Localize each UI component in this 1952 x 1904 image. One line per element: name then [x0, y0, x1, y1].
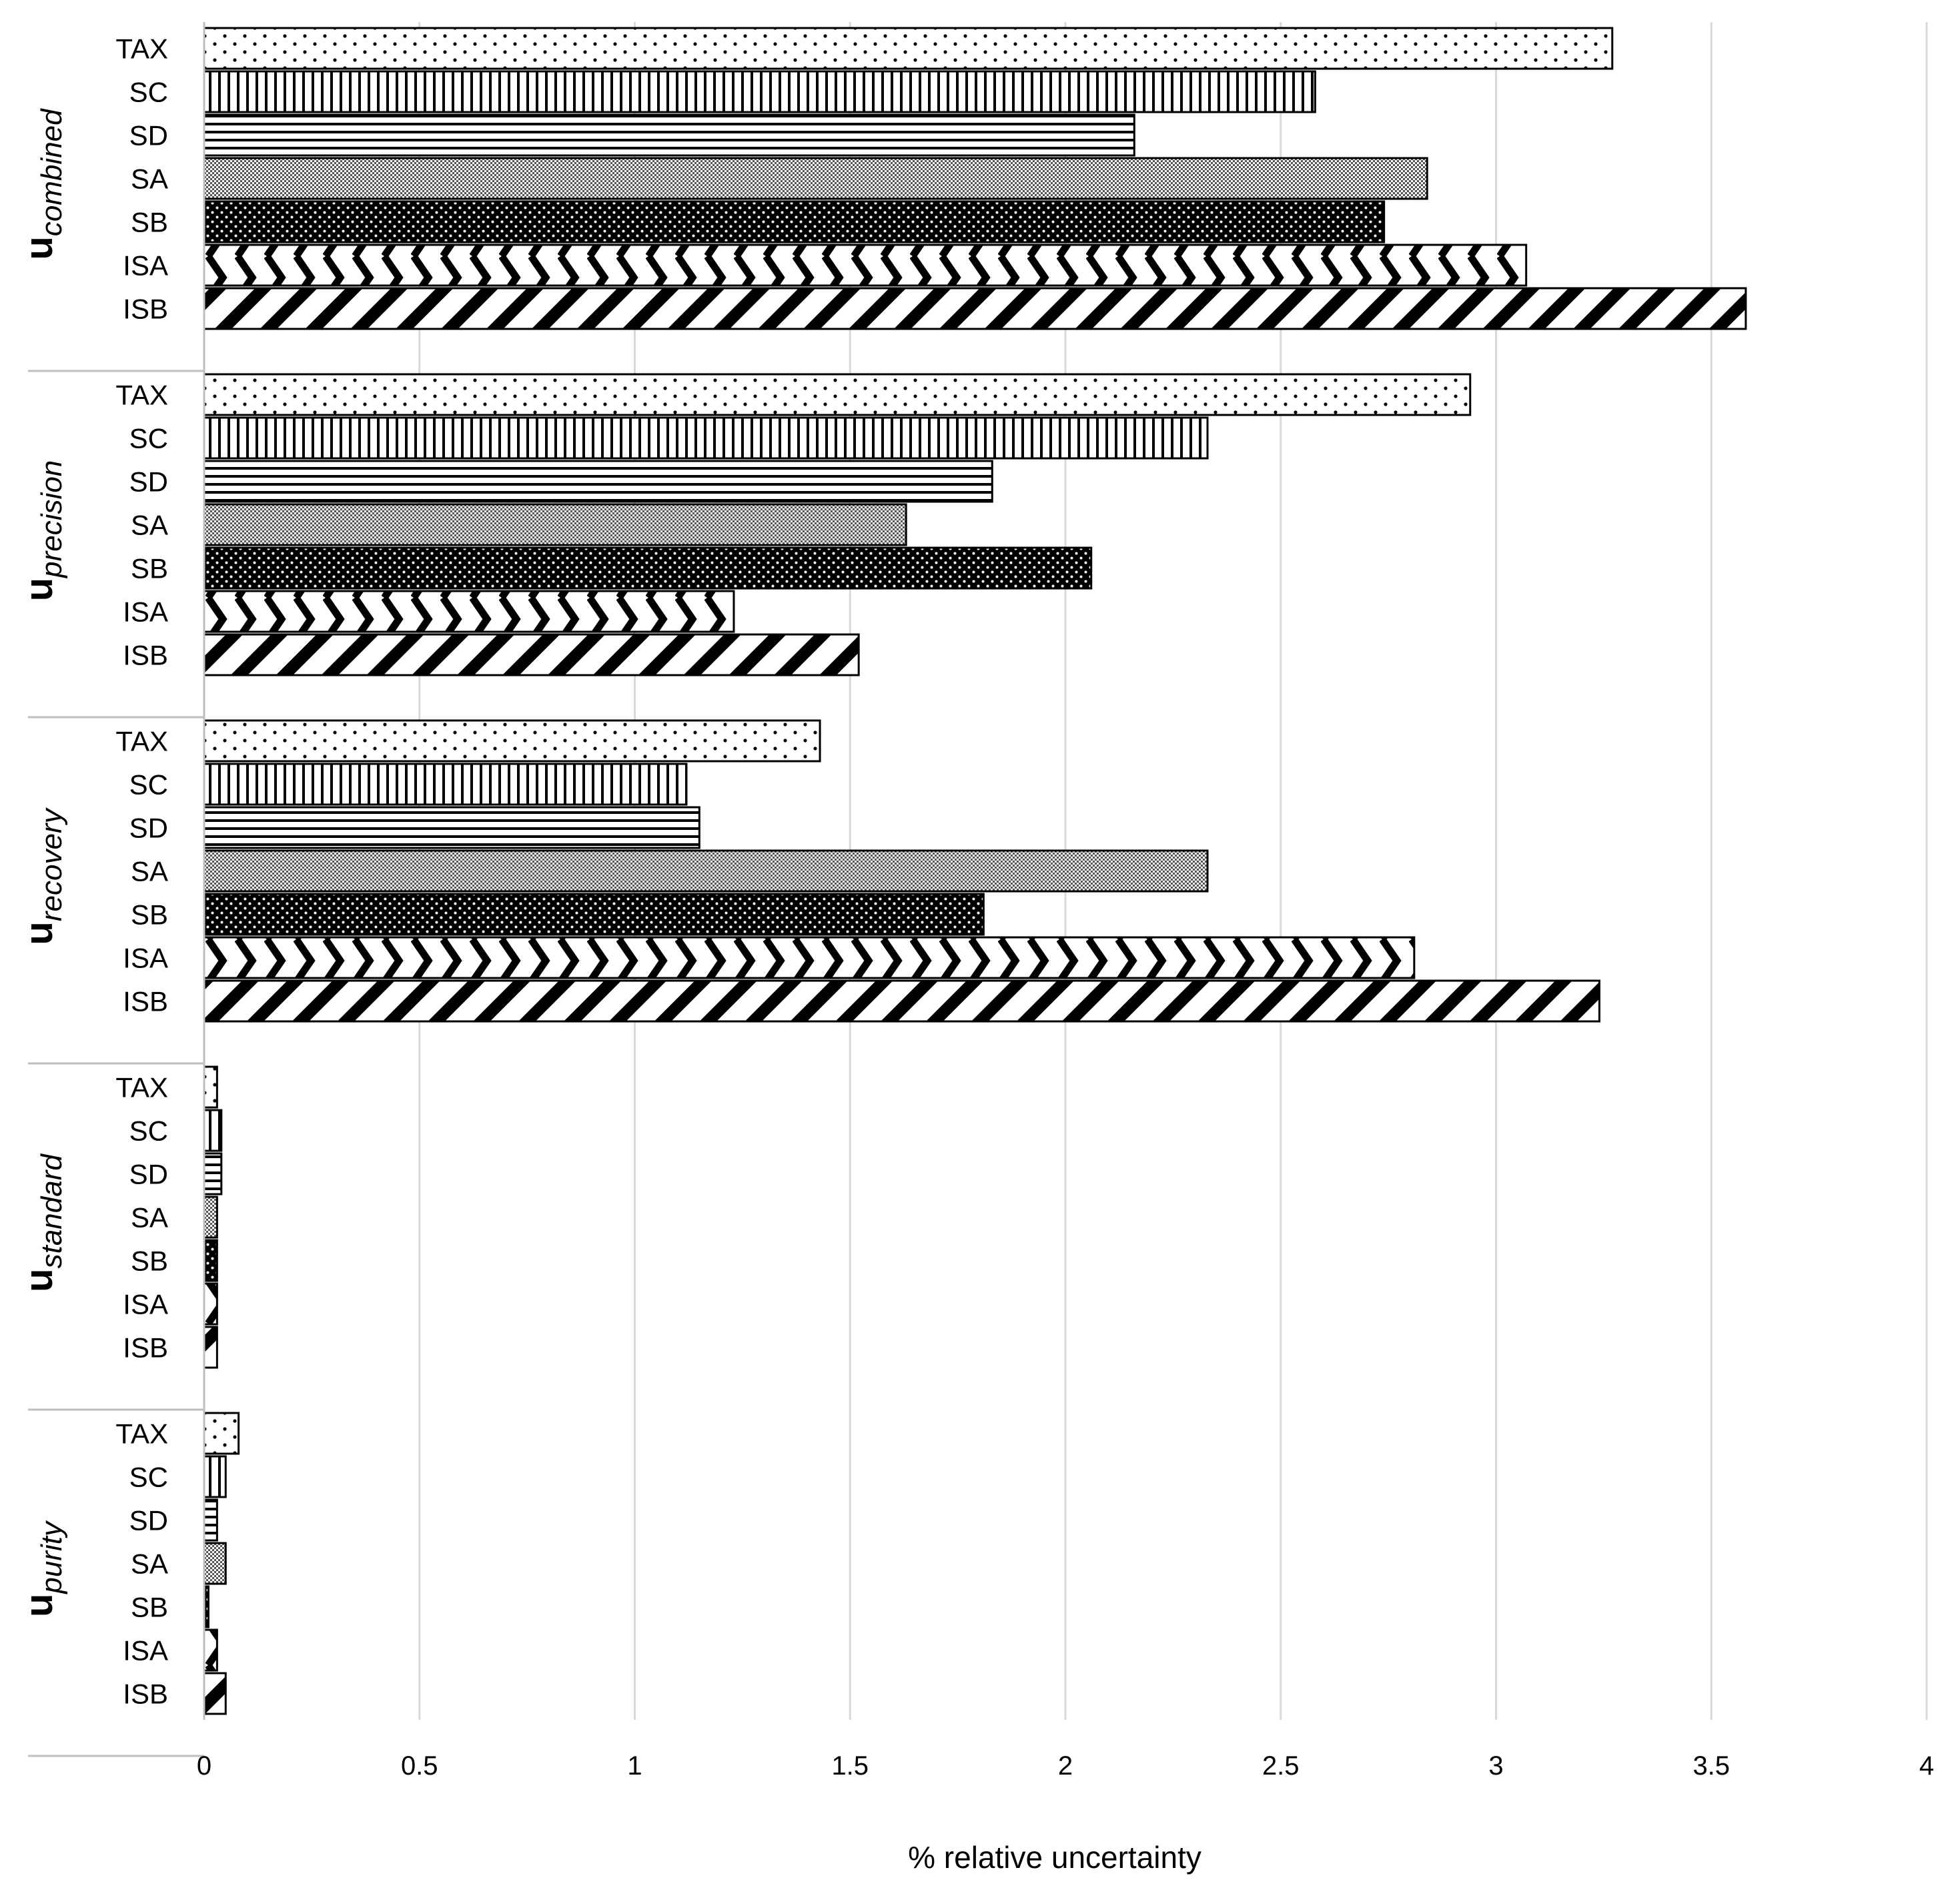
group-purity — [203, 1412, 240, 1715]
category-label: SD — [129, 813, 168, 844]
category-label: SD — [129, 466, 168, 498]
bar-standard-sb — [203, 1239, 218, 1282]
bar-combined-sd — [203, 113, 1135, 157]
category-label: SA — [131, 163, 168, 195]
category-label: SB — [131, 899, 168, 931]
category-label: ISA — [123, 596, 168, 628]
category-label: ISA — [123, 943, 168, 974]
category-label: TAX — [115, 1418, 168, 1450]
bar-standard-isb — [203, 1326, 218, 1369]
bar-combined-isb — [203, 287, 1747, 330]
category-label: SD — [129, 120, 168, 151]
category-label: SA — [131, 856, 168, 887]
bar-purity-sd — [203, 1498, 218, 1542]
category-label: SB — [131, 553, 168, 584]
bar-purity-sa — [203, 1542, 227, 1585]
category-label: ISA — [123, 1635, 168, 1667]
category-label: SA — [131, 510, 168, 541]
group-label-precision: uprecision — [17, 460, 68, 602]
bar-precision-sc — [203, 416, 1209, 460]
bar-standard-tax — [203, 1065, 218, 1109]
category-label: TAX — [115, 33, 168, 65]
category-label: ISB — [123, 986, 168, 1017]
group-precision — [203, 373, 1472, 676]
bar-purity-sc — [203, 1455, 227, 1498]
category-label: SD — [129, 1159, 168, 1190]
group-label-recovery: urecovery — [17, 807, 68, 945]
label-layer: 0 0.5 1 1.5 2 2.5 3 3.5 4 TAX SC SD SA SB ISA ISB ucombi… — [17, 33, 1934, 1781]
category-label: SC — [129, 1115, 168, 1147]
bar-combined-sb — [203, 200, 1386, 244]
x-tick-label: 1 — [627, 1751, 642, 1781]
axis-layer — [28, 22, 205, 1757]
bar-standard-sd — [203, 1152, 223, 1196]
category-label: SC — [129, 423, 168, 454]
bar-standard-isa — [203, 1282, 218, 1326]
group-label-combined: ucombined — [17, 108, 68, 260]
bar-recovery-sb — [203, 893, 985, 936]
x-tick-label: 2.5 — [1262, 1751, 1300, 1781]
category-label: ISB — [123, 294, 168, 325]
category-label: TAX — [115, 726, 168, 757]
bar-precision-isa — [203, 590, 735, 633]
group-combined — [203, 27, 1747, 330]
bar-combined-sa — [203, 157, 1428, 200]
bar-precision-sa — [203, 503, 907, 546]
x-tick-label: 3 — [1488, 1751, 1503, 1781]
bar-standard-sc — [203, 1109, 223, 1152]
category-label: ISB — [123, 640, 168, 671]
bar-combined-isa — [203, 244, 1528, 287]
bar-recovery-sd — [203, 806, 700, 849]
category-label: SC — [129, 77, 168, 108]
category-label: ISB — [123, 1679, 168, 1710]
category-label: SA — [131, 1548, 168, 1580]
category-label: SC — [129, 769, 168, 801]
bar-precision-sb — [203, 546, 1093, 590]
bar-standard-sa — [203, 1196, 218, 1239]
category-label: SA — [131, 1202, 168, 1234]
category-label: ISB — [123, 1332, 168, 1364]
category-label: ISA — [123, 250, 168, 282]
category-label: SD — [129, 1505, 168, 1536]
group-standard — [203, 1065, 223, 1369]
group-label-standard: ustandard — [17, 1153, 68, 1292]
bar-combined-tax — [203, 27, 1614, 70]
bar-purity-isa — [203, 1628, 218, 1672]
x-axis-title: % relative uncertainty — [908, 1840, 1201, 1875]
group-label-purity: upurity — [17, 1520, 68, 1617]
bar-precision-isb — [203, 633, 860, 676]
x-tick-label: 0 — [197, 1751, 211, 1781]
bar-purity-isb — [203, 1672, 227, 1715]
bar-combined-sc — [203, 70, 1316, 113]
category-label: SB — [131, 1592, 168, 1623]
category-label: ISA — [123, 1289, 168, 1320]
x-tick-label: 0.5 — [401, 1751, 438, 1781]
x-tick-label: 1.5 — [831, 1751, 869, 1781]
x-tick-label: 2 — [1058, 1751, 1073, 1781]
category-label: TAX — [115, 380, 168, 411]
category-label: TAX — [115, 1072, 168, 1103]
bar-recovery-sc — [203, 763, 688, 806]
x-tick-label: 4 — [1919, 1751, 1934, 1781]
bar-layer — [203, 27, 1747, 1715]
bar-recovery-isa — [203, 936, 1416, 979]
x-tick-label: 3.5 — [1692, 1751, 1730, 1781]
category-label: SC — [129, 1462, 168, 1493]
bar-precision-sd — [203, 460, 993, 503]
bar-recovery-isb — [203, 979, 1600, 1023]
bar-precision-tax — [203, 373, 1472, 416]
category-label: SB — [131, 1246, 168, 1277]
category-label: SB — [131, 207, 168, 238]
bar-recovery-sa — [203, 849, 1209, 893]
group-recovery — [203, 719, 1600, 1023]
bar-purity-tax — [203, 1412, 240, 1455]
bar-recovery-tax — [203, 719, 821, 763]
